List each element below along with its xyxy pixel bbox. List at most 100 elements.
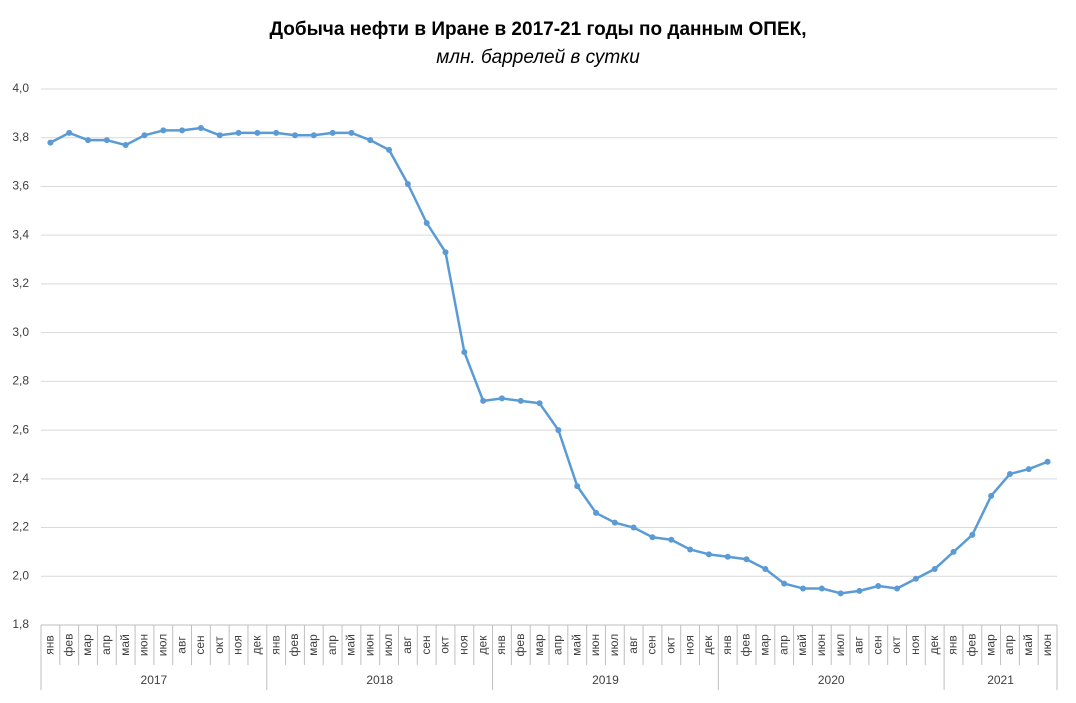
x-tick-label: июл — [155, 634, 169, 656]
y-tick-label: 2,6 — [12, 422, 29, 436]
data-point — [988, 492, 995, 499]
x-tick-label: окт — [889, 636, 903, 654]
x-tick-label: фев — [61, 634, 75, 657]
data-point — [329, 129, 336, 136]
data-point — [386, 146, 393, 153]
data-point — [649, 534, 656, 541]
data-point — [687, 546, 694, 553]
data-point — [292, 132, 298, 139]
x-tick-label: фев — [513, 634, 527, 657]
data-point — [254, 129, 261, 136]
x-tick-label: сен — [645, 635, 659, 654]
x-tick-label: апр — [1002, 635, 1016, 655]
data-point — [912, 575, 919, 582]
x-tick-label: май — [569, 634, 583, 656]
data-point — [103, 137, 110, 144]
x-tick-label: янв — [720, 635, 734, 655]
x-tick-label: фев — [287, 634, 301, 657]
data-point — [404, 181, 411, 188]
y-tick-label: 3,6 — [12, 179, 29, 193]
x-tick-label: апр — [325, 635, 339, 655]
x-tick-label: июн — [814, 634, 828, 656]
x-tick-label: июн — [362, 634, 376, 656]
x-tick-label: дек — [927, 635, 941, 655]
x-tick-label: окт — [438, 636, 452, 654]
group-label: 2019 — [592, 673, 619, 687]
x-tick-label: янв — [268, 635, 282, 655]
x-tick-label: окт — [663, 636, 677, 654]
data-point — [724, 553, 731, 560]
x-tick-label: окт — [212, 636, 226, 654]
data-point — [969, 531, 976, 538]
x-tick-label: дек — [250, 635, 264, 655]
data-point — [1006, 470, 1013, 477]
data-point — [705, 551, 712, 558]
data-point — [517, 397, 524, 404]
data-point — [348, 129, 355, 136]
y-tick-label: 2,8 — [12, 374, 29, 388]
y-tick-label: 4,0 — [12, 81, 29, 95]
data-point — [141, 132, 148, 139]
x-tick-label: сен — [419, 635, 433, 654]
x-tick-label: мар — [983, 634, 997, 656]
data-point — [310, 132, 317, 139]
y-tick-label: 3,8 — [12, 130, 29, 144]
group-label: 2017 — [141, 673, 168, 687]
x-tick-label: авг — [400, 636, 414, 654]
data-point — [423, 220, 430, 226]
data-point — [273, 129, 280, 136]
data-line — [49, 126, 1049, 595]
data-point — [498, 395, 505, 402]
x-tick-label: ноя — [457, 635, 471, 655]
y-tick-label: 1,8 — [12, 617, 29, 631]
data-point — [160, 127, 167, 134]
data-point — [536, 400, 543, 407]
data-point — [574, 483, 581, 490]
data-point — [66, 129, 73, 136]
x-tick-label: июл — [833, 634, 847, 656]
x-tick-label: июл — [381, 634, 395, 656]
data-point — [1044, 458, 1051, 465]
data-point — [461, 349, 468, 356]
x-tick-label: янв — [43, 635, 57, 655]
data-point — [894, 585, 901, 592]
x-tick-label: дек — [475, 635, 489, 655]
data-point — [630, 524, 637, 531]
x-tick-label: янв — [494, 635, 508, 655]
x-tick-label: сен — [870, 635, 884, 654]
data-point — [800, 585, 806, 592]
y-tick-label: 3,0 — [12, 325, 29, 339]
x-tick-label: мар — [306, 634, 320, 656]
x-tick-label: авг — [174, 636, 188, 654]
x-tick-label: фев — [739, 634, 753, 657]
x-tick-label: ноя — [682, 635, 696, 655]
chart-subtitle: млн. баррелей в сутки — [436, 47, 640, 68]
x-tick-label: июл — [607, 634, 621, 656]
data-point — [122, 142, 129, 149]
x-tick-label: мар — [80, 634, 94, 656]
x-tick-label: фев — [965, 634, 979, 657]
y-tick-label: 2,0 — [12, 568, 29, 582]
y-tick-label: 2,2 — [12, 520, 29, 534]
data-point — [668, 536, 675, 543]
x-tick-label: авг — [626, 636, 640, 654]
y-tick-label: 3,4 — [12, 227, 29, 241]
x-tick-label: дек — [701, 635, 715, 655]
data-point — [179, 127, 186, 134]
data-point — [950, 548, 957, 555]
data-point — [216, 132, 223, 139]
data-point — [875, 583, 882, 590]
x-tick-label: ноя — [231, 635, 245, 655]
x-tick-label: май — [1021, 634, 1035, 656]
x-tick-label: авг — [852, 636, 866, 654]
data-point — [47, 139, 54, 146]
x-tick-label: мар — [758, 634, 772, 656]
group-label: 2021 — [987, 673, 1014, 687]
x-tick-label: апр — [551, 635, 565, 655]
y-tick-label: 3,2 — [12, 276, 29, 290]
x-tick-label: апр — [776, 635, 790, 655]
x-tick-label: май — [118, 634, 132, 656]
data-point — [837, 590, 844, 597]
x-tick-label: сен — [193, 635, 207, 654]
